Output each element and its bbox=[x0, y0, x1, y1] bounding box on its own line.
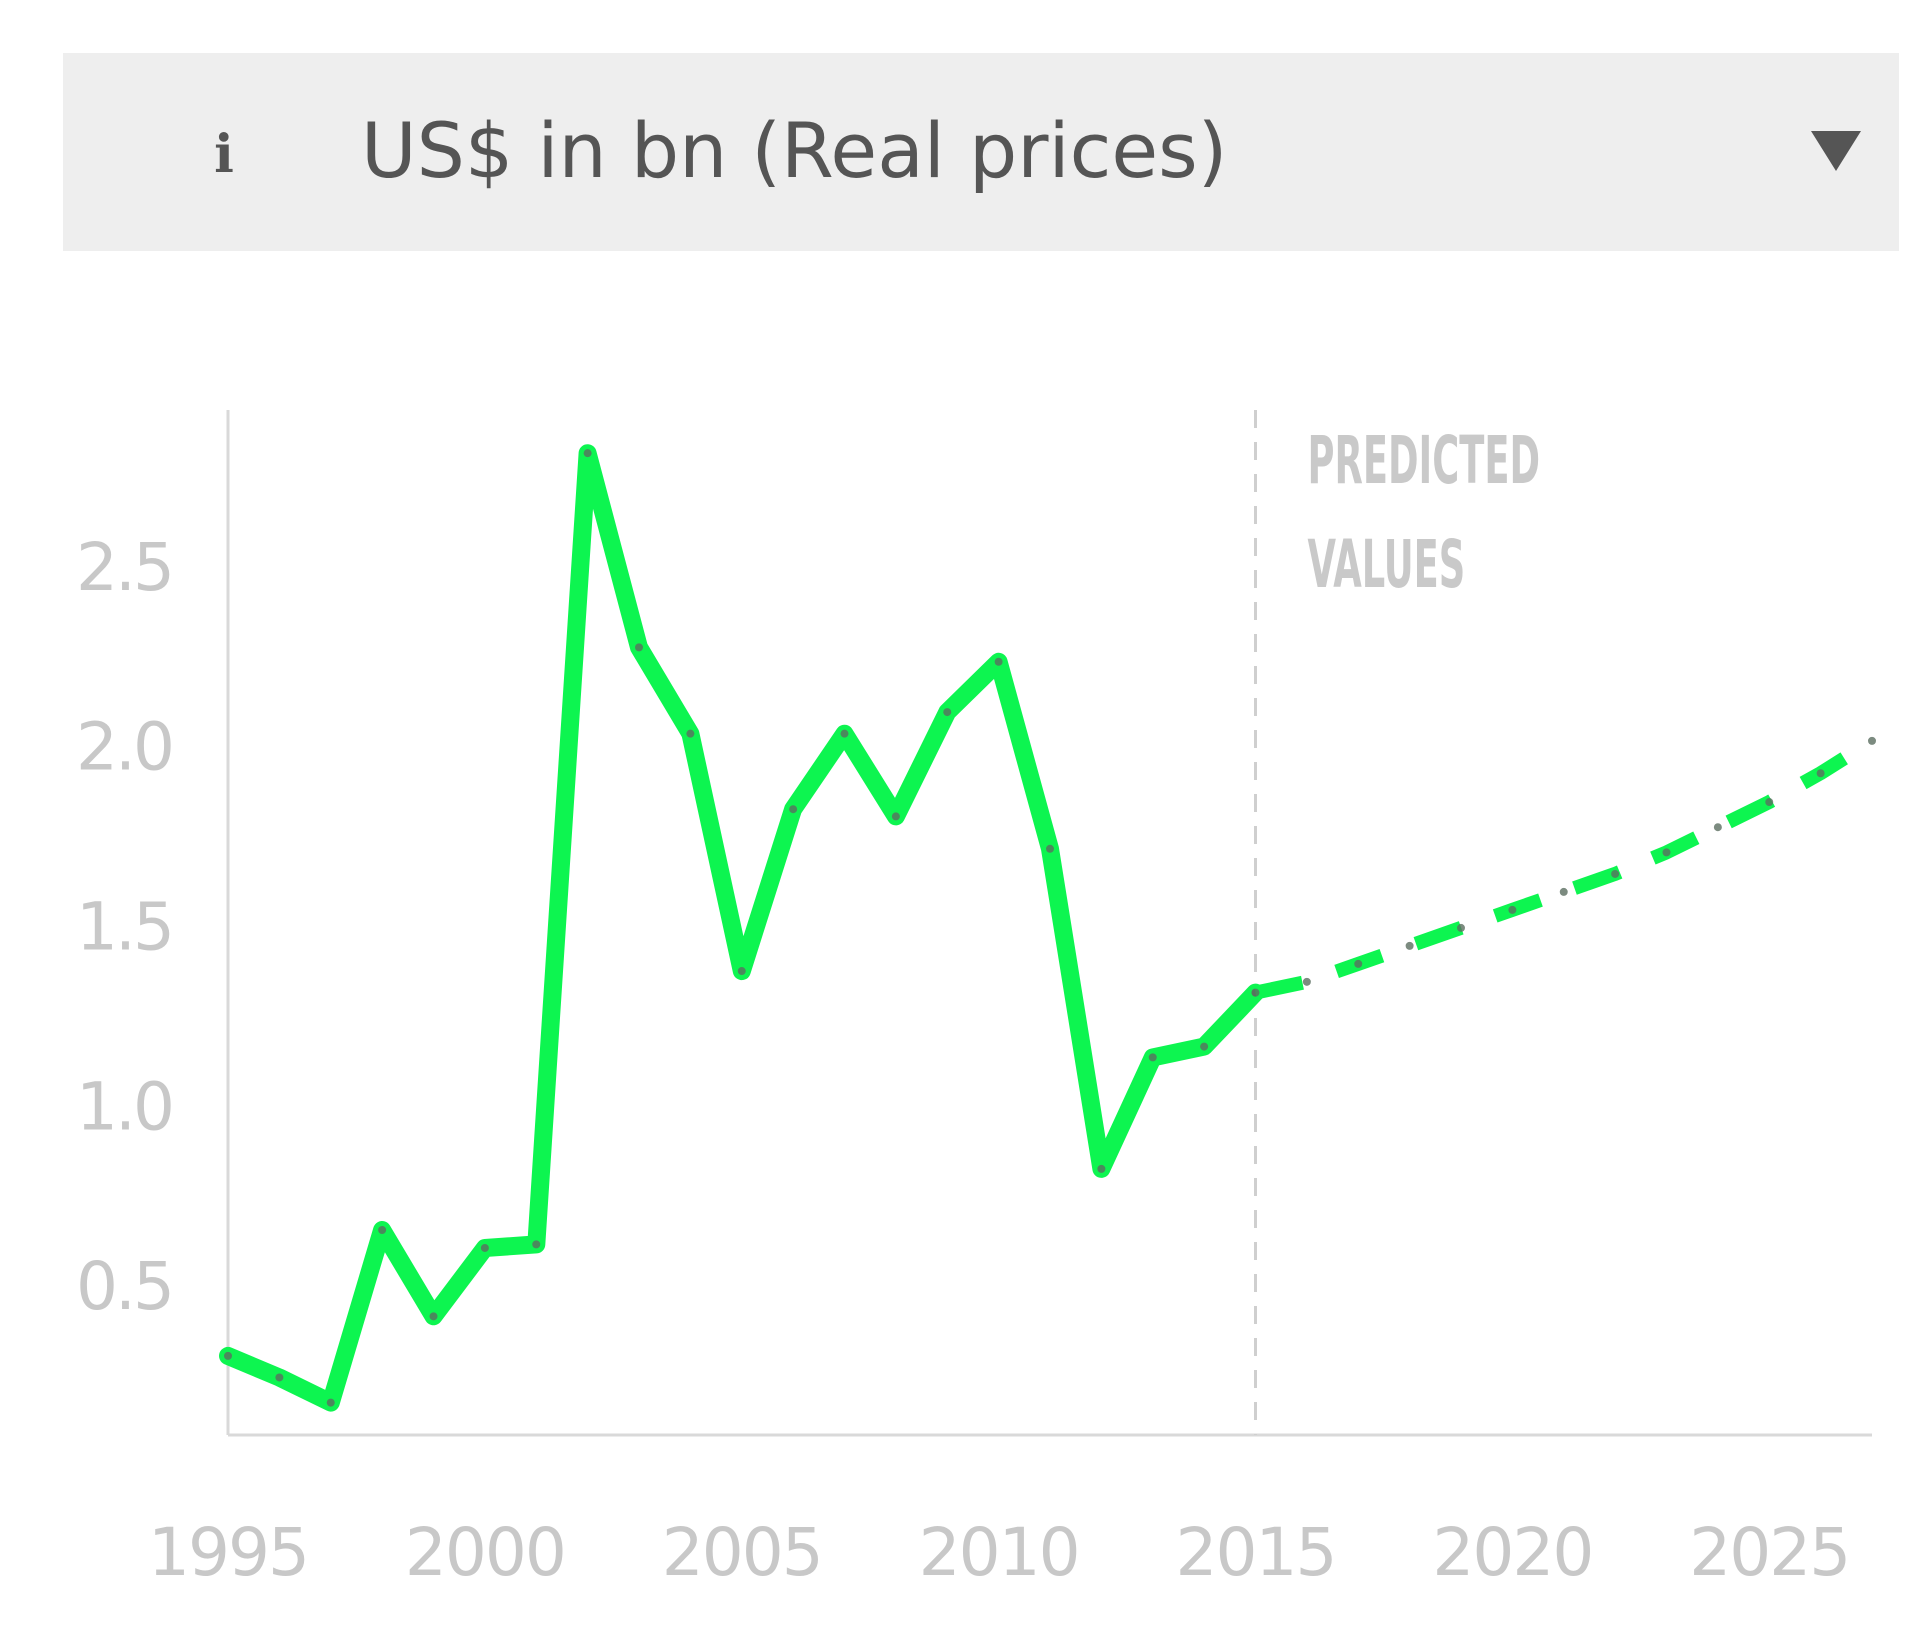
x-tick-label: 2000 bbox=[405, 1514, 565, 1591]
actual-series-line bbox=[219, 444, 1265, 1412]
chevron-down-icon[interactable] bbox=[1809, 123, 1863, 177]
data-point bbox=[378, 1226, 387, 1234]
data-point bbox=[789, 805, 798, 814]
predicted-values-label: VALUES bbox=[1308, 526, 1466, 603]
data-point bbox=[480, 1243, 489, 1252]
y-tick-label: 2.0 bbox=[76, 709, 172, 786]
data-point bbox=[1405, 941, 1414, 950]
x-tick-label: 2020 bbox=[1432, 1514, 1592, 1591]
x-tick-label: 2015 bbox=[1176, 1514, 1336, 1591]
x-tick-label: 1995 bbox=[148, 1514, 308, 1591]
data-point bbox=[1559, 887, 1568, 896]
predicted-series-line bbox=[1254, 734, 1876, 1000]
x-tick-label: 2005 bbox=[662, 1514, 822, 1591]
y-tick-label: 0.5 bbox=[76, 1248, 172, 1325]
data-point bbox=[994, 657, 1003, 666]
data-point bbox=[943, 708, 952, 717]
x-tick-label: 2010 bbox=[919, 1514, 1079, 1591]
data-point bbox=[224, 1351, 232, 1360]
unit-selector-label: US$ in bn (Real prices) bbox=[361, 106, 1228, 195]
data-point bbox=[275, 1373, 284, 1382]
info-icon[interactable]: i bbox=[214, 123, 234, 185]
x-tick-label: 2025 bbox=[1689, 1514, 1849, 1591]
data-point bbox=[635, 643, 643, 652]
data-point bbox=[1251, 988, 1260, 997]
y-tick-label: 2.5 bbox=[76, 529, 172, 606]
data-point bbox=[1816, 769, 1825, 778]
data-point bbox=[1097, 1164, 1106, 1173]
data-point bbox=[1302, 977, 1311, 986]
predicted-values-label: PREDICTED bbox=[1308, 422, 1541, 499]
y-tick-label: 1.5 bbox=[76, 889, 172, 966]
unit-selector[interactable]: i US$ in bn (Real prices) bbox=[63, 53, 1899, 251]
data-point bbox=[1457, 923, 1465, 932]
data-point bbox=[1611, 869, 1620, 878]
data-point bbox=[532, 1240, 541, 1249]
data-point bbox=[583, 449, 592, 458]
data-point bbox=[840, 729, 849, 738]
data-point bbox=[326, 1398, 335, 1407]
data-point bbox=[686, 729, 695, 738]
data-point bbox=[429, 1312, 438, 1321]
data-point bbox=[1868, 736, 1876, 745]
data-point bbox=[1354, 959, 1363, 968]
data-point bbox=[737, 967, 746, 976]
data-point bbox=[1713, 823, 1722, 832]
data-point bbox=[1046, 844, 1054, 853]
data-point bbox=[1765, 798, 1774, 807]
data-point bbox=[1200, 1042, 1209, 1051]
data-point bbox=[891, 812, 900, 821]
data-point bbox=[1508, 905, 1517, 914]
data-point bbox=[1662, 848, 1671, 857]
data-point bbox=[1148, 1053, 1157, 1062]
y-tick-label: 1.0 bbox=[76, 1068, 172, 1145]
